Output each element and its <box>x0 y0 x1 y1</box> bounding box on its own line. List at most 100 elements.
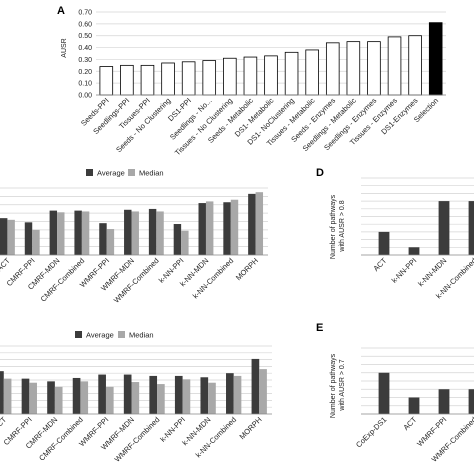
bar-median <box>3 378 12 414</box>
bar-average <box>248 193 256 255</box>
bar-median <box>54 386 63 414</box>
x-tick-label: ACT <box>401 415 418 432</box>
legend-median-swatch <box>128 169 135 176</box>
panel-a: A AUSR 0.000.100.200.300.400.500.600.70 … <box>57 5 446 157</box>
bar-average <box>0 371 4 414</box>
legend-average-label: Average <box>97 169 125 178</box>
bar-median <box>106 229 115 255</box>
legend-average-swatch <box>86 169 93 176</box>
bar <box>378 231 390 255</box>
bar-average <box>47 381 55 414</box>
bar <box>438 389 450 414</box>
bar <box>120 64 134 96</box>
bar-median <box>80 381 89 414</box>
bar <box>223 57 237 96</box>
legend-average-label: Average <box>86 331 114 340</box>
x-tick-label: WMRF-Combined <box>112 256 161 305</box>
panel-a-y-ticks: 0.00 0.10 0.20 0.30 0.40 0.50 0.60 0.70 <box>78 10 92 100</box>
bar-average <box>251 358 260 414</box>
bar-average <box>99 223 107 255</box>
bar-average <box>200 377 209 414</box>
bar-average <box>174 375 183 414</box>
x-tick-label: CMRF-Combined <box>37 415 85 463</box>
bar-average <box>124 209 132 255</box>
panel-c-category-labels: ACTCMRF-PPICMRF-MDNCMRF-CombinedWMRF-PPI… <box>0 415 264 464</box>
bar-average <box>173 224 182 255</box>
bar <box>284 51 299 96</box>
bar-median <box>32 229 40 255</box>
bar <box>346 41 361 96</box>
panel-d-gridlines <box>361 177 474 248</box>
bar-average <box>148 208 157 255</box>
panel-d-letter: D <box>316 167 324 179</box>
x-tick-label: CoExp-DS1 <box>354 415 388 449</box>
panel-a-letter: A <box>57 5 65 17</box>
bar-median <box>131 382 140 414</box>
bar-average <box>226 373 234 414</box>
bar <box>468 201 474 255</box>
bar-average <box>21 378 30 414</box>
bar-median <box>208 382 216 414</box>
bar-median <box>131 211 139 255</box>
bar-median <box>230 199 239 255</box>
panel-b-bars <box>0 192 264 255</box>
y-tick-label: 0.50 <box>78 33 92 40</box>
bar-average <box>123 374 132 414</box>
bar-average <box>223 202 231 255</box>
panel-e: E Number of pathways with AUSR > 0.7 CoE… <box>316 322 474 464</box>
bar-average <box>24 222 33 255</box>
bar-median <box>233 375 242 414</box>
y-tick-label: 0.30 <box>78 57 92 64</box>
y-tick-label: 0.10 <box>78 81 92 88</box>
bar <box>438 201 450 255</box>
panel-b-category-labels: ACTCMRF-PPICMRF-MDNCMRF-CombinedWMRF-PPI… <box>0 256 260 305</box>
bar-median <box>105 386 114 414</box>
bar <box>378 372 390 414</box>
y-tick-label: 0.70 <box>78 10 92 17</box>
bar-average <box>98 374 106 414</box>
bar-average <box>72 377 81 414</box>
x-tick-label: ACT <box>0 415 8 432</box>
bar <box>408 397 420 414</box>
panel-e-bars <box>378 372 474 414</box>
bar-average <box>0 218 8 255</box>
panel-c: Average Median ACTCMRF-PPICMRF-MDNCMRF-C… <box>0 331 272 464</box>
bar <box>99 66 114 96</box>
panel-b: Average Median ACTCMRF-PPICMRF-MDNCMRF-C… <box>0 169 268 305</box>
x-tick-label: MORPH <box>238 415 264 441</box>
panel-e-gridlines <box>361 347 474 407</box>
y-tick-label: 0.60 <box>78 21 92 28</box>
panel-a-ylabel: AUSR <box>61 38 68 57</box>
panel-c-legend: Average Median <box>75 331 154 340</box>
panel-c-bars <box>0 358 267 414</box>
bar <box>181 61 196 96</box>
panel-d: D Number of pathways with AUSR > 0.8 ACT… <box>316 167 474 300</box>
y-tick-label: 0.40 <box>78 45 92 52</box>
legend-average-swatch <box>75 331 82 338</box>
bar <box>161 62 175 96</box>
bar <box>202 60 217 96</box>
bar-median <box>7 219 15 255</box>
x-tick-label: ACT <box>371 256 388 273</box>
bar-average <box>149 375 158 414</box>
panel-e-ylabel: Number of pathways with AUSR > 0.7 <box>330 352 346 418</box>
bar <box>468 389 474 414</box>
bar-median <box>156 211 164 255</box>
panel-d-bars <box>378 201 474 255</box>
panel-b-legend: Average Median <box>86 169 164 178</box>
panel-d-ylabel: Number of pathways with AUSR > 0.8 <box>330 193 346 259</box>
bar-median <box>259 369 267 414</box>
y-tick-label: 0.20 <box>78 69 92 76</box>
bar-median <box>205 201 214 255</box>
x-tick-label: CMRF-Combined <box>39 256 87 304</box>
bar <box>387 36 402 96</box>
legend-median-label: Median <box>129 331 154 340</box>
x-tick-label: MORPH <box>234 256 260 282</box>
bar <box>428 22 443 96</box>
bar-median <box>255 192 264 255</box>
bar <box>264 55 278 96</box>
